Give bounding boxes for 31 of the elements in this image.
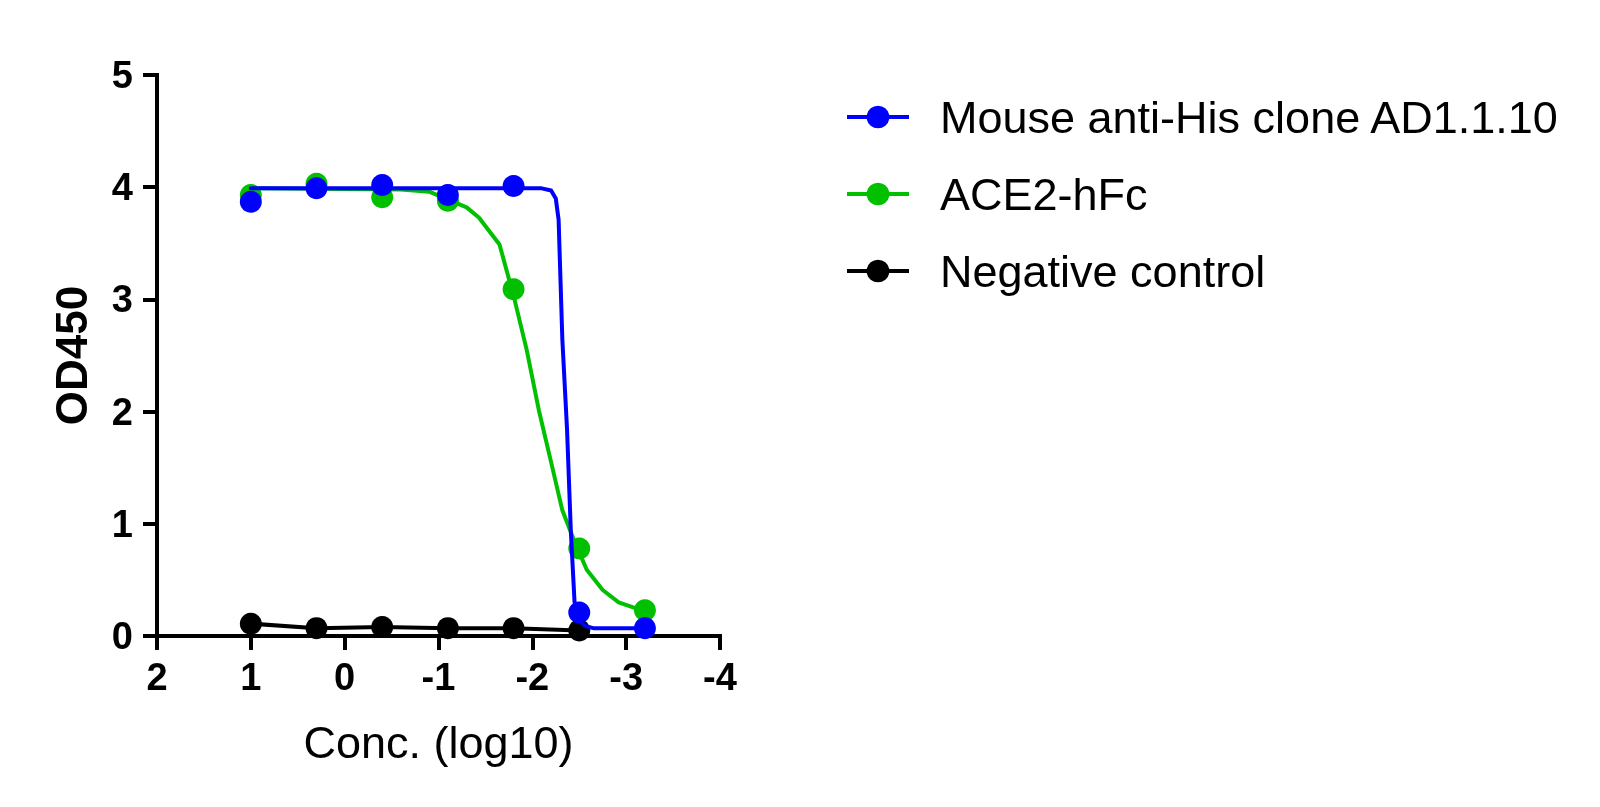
point [239,612,262,635]
x-tick-label: 0 [334,656,356,698]
point [436,617,459,640]
point [568,601,591,624]
legend-label: Negative control [940,245,1266,297]
y-tick-label: 0 [111,615,133,657]
point [371,173,394,196]
x-tick-label: -3 [609,656,644,698]
point [633,617,656,640]
y-tick-label: 5 [111,54,133,96]
y-tick-label: 2 [111,390,133,433]
point [502,175,525,198]
point [436,184,459,207]
y-tick-label: 3 [111,278,133,321]
x-tick-label: -1 [421,656,456,698]
y-tick-label: 4 [111,166,133,209]
point [502,617,525,640]
x-tick-label: 2 [146,656,168,698]
y-tick-label: 1 [111,502,133,545]
y-axis-title: OD450 [46,285,96,426]
legend-label: ACE2-hFc [940,168,1148,220]
x-axis-title: Conc. (log10) [303,717,574,768]
x-tick-label: -4 [703,656,737,698]
legend-label: Mouse anti-His clone AD1.1.10 [940,91,1558,143]
point [305,617,328,640]
x-tick-label: 1 [240,656,262,698]
point [502,278,525,301]
point [239,190,262,213]
point [633,599,656,622]
point [305,177,328,200]
x-tick-label: -2 [515,656,550,698]
